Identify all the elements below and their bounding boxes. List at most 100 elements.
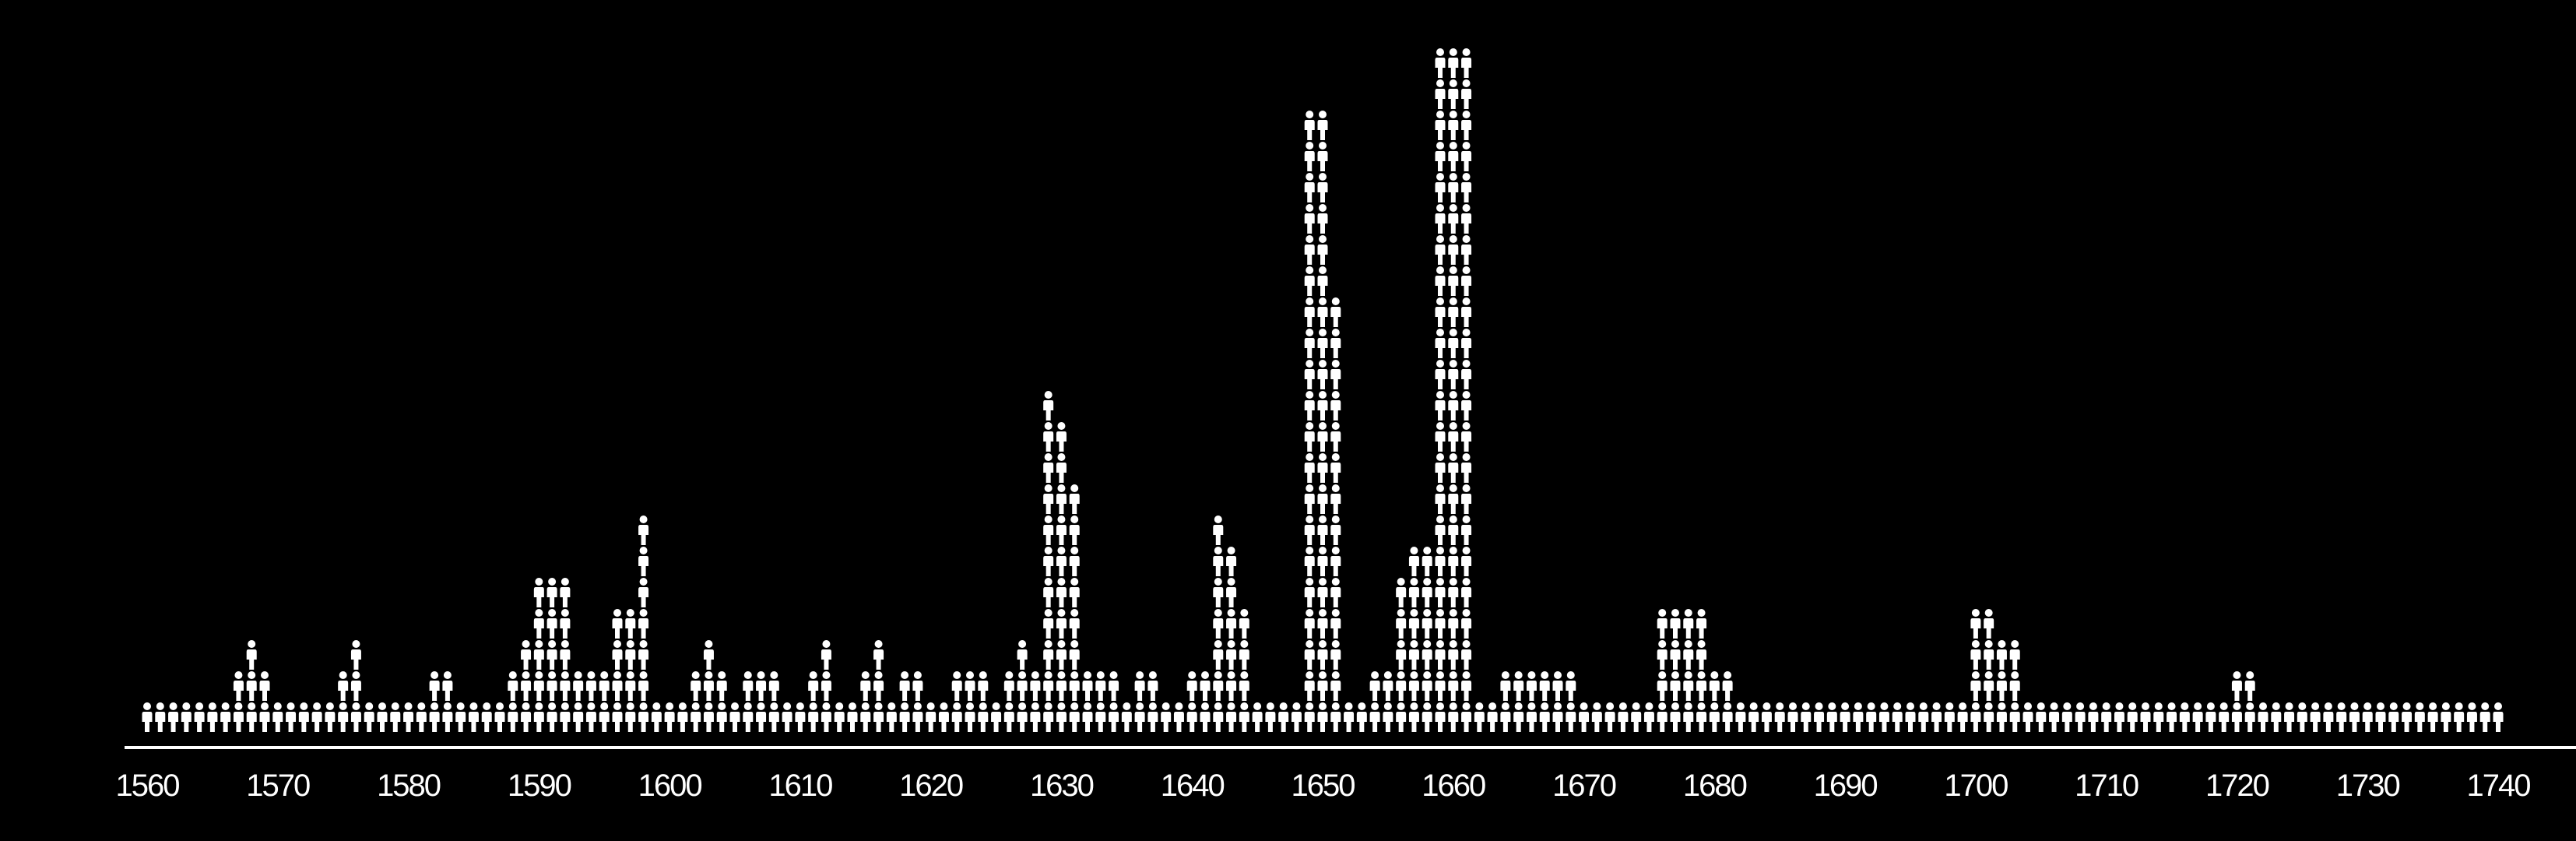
person-icon [1317,297,1328,327]
person-icon [873,702,884,732]
person-icon [1566,702,1576,732]
person-icon [1226,609,1237,639]
person-icon [1304,453,1315,483]
person-icon [298,702,309,732]
person-icon [638,671,649,701]
person-icon [1984,702,1994,732]
person-icon [1056,453,1067,483]
person-icon [1435,547,1446,576]
x-tick-label: 1630 [1030,769,1094,803]
person-icon [1984,640,1994,670]
person-icon [142,702,153,732]
person-icon [1461,702,1472,732]
person-icon [1239,640,1249,670]
person-icon [1435,391,1446,420]
person-icon [1304,204,1315,234]
person-icon [1003,702,1014,732]
person-icon [1304,297,1315,327]
person-icon [1461,204,1472,234]
person-icon [1461,360,1472,389]
person-icon [1448,671,1459,701]
person-icon [1984,671,1994,701]
person-icon [2271,702,2282,732]
person-icon [1448,453,1459,483]
person-icon [1330,391,1341,420]
person-icon [1461,391,1472,420]
person-icon [1069,640,1080,670]
person-icon [2375,702,2386,732]
person-icon [1200,671,1211,701]
person-icon [1317,671,1328,701]
person-icon [1383,702,1393,732]
person-icon [1003,671,1014,701]
person-icon [1461,142,1472,171]
person-icon [1056,547,1067,576]
person-icon [1304,547,1315,576]
person-icon [1147,671,1158,701]
person-icon [521,640,532,670]
person-icon [1317,422,1328,452]
person-icon [1944,702,1955,732]
person-icon [585,671,596,701]
person-icon [1344,702,1355,732]
person-icon [311,702,322,732]
person-icon [2479,702,2490,732]
person-icon [2231,702,2242,732]
person-icon [1526,671,1537,701]
person-icon [1448,204,1459,234]
x-tick-label: 1620 [899,769,963,803]
person-icon [1043,547,1054,576]
person-icon [533,578,544,607]
person-icon [1435,173,1446,202]
person-icon [1931,702,1942,732]
person-icon [1396,640,1407,670]
person-icon [1683,609,1694,639]
person-icon [1056,484,1067,514]
person-icon [1304,391,1315,420]
person-icon [1448,235,1459,265]
person-icon [1173,702,1184,732]
person-icon [938,702,949,732]
person-icon [1487,702,1498,732]
person-icon [1618,702,1629,732]
person-icon [834,702,845,732]
x-tick-label: 1720 [2205,769,2269,803]
person-icon [1474,702,1485,732]
x-tick-label: 1570 [246,769,310,803]
person-icon [2441,702,2451,732]
person-icon [1056,516,1067,545]
person-icon [2284,702,2295,732]
person-icon [1513,671,1524,701]
person-icon [1500,671,1511,701]
person-icon [246,702,257,732]
person-icon [1226,547,1237,576]
person-icon [1461,547,1472,576]
person-icon [1461,173,1472,202]
person-icon [1408,547,1419,576]
person-icon [1069,484,1080,514]
person-icon [155,702,166,732]
person-icon [585,702,596,732]
person-icon [1709,702,1720,732]
person-icon [768,702,779,732]
x-tick-label: 1690 [1814,769,1878,803]
person-icon [1226,671,1237,701]
person-icon [2362,702,2373,732]
person-icon [1304,266,1315,296]
person-icon [638,640,649,670]
person-icon [325,702,336,732]
person-icon [1317,547,1328,576]
person-icon [1317,453,1328,483]
person-icon [1722,671,1733,701]
person-icon [612,671,623,701]
person-icon [1735,702,1746,732]
person-icon [1304,329,1315,358]
person-icon [2009,702,2020,732]
person-icon [521,702,532,732]
person-icon [782,702,792,732]
person-icon [573,671,584,701]
person-icon [1683,702,1694,732]
person-icon [1330,547,1341,576]
person-icon [2493,702,2504,732]
person-icon [1043,640,1054,670]
